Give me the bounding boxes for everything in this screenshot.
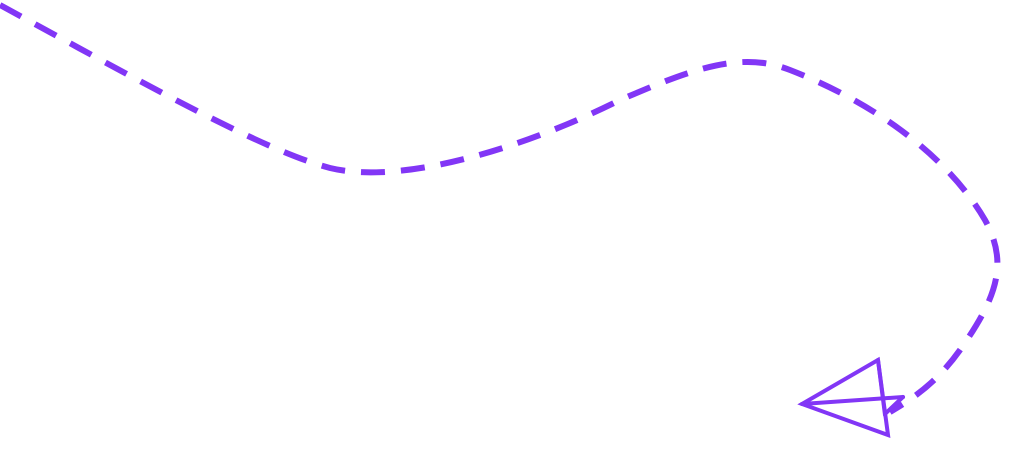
paper-plane-icon [797,356,905,438]
dashed-flight-path [0,2,1001,415]
